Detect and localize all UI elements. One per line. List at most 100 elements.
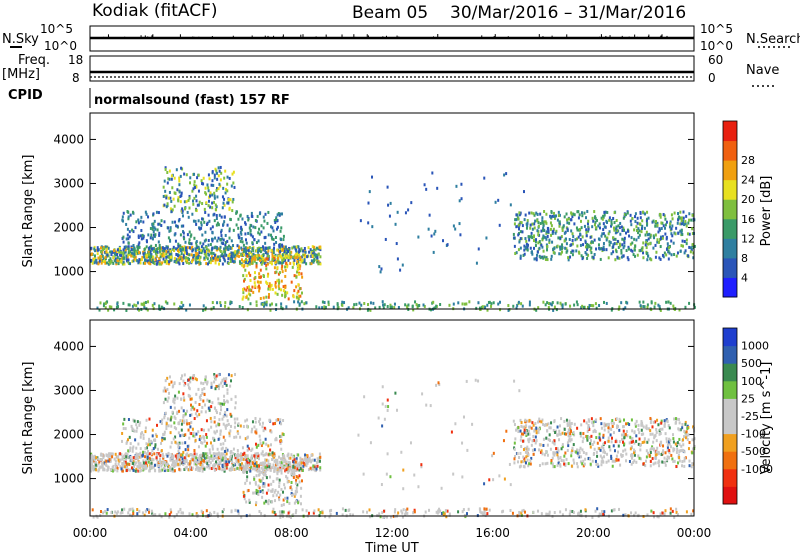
- data-cell: [532, 439, 534, 442]
- data-cell: [395, 223, 397, 226]
- data-cell: [298, 466, 300, 469]
- data-cell: [138, 424, 140, 427]
- data-cell: [656, 439, 658, 442]
- data-cell: [272, 288, 274, 291]
- data-cell: [222, 442, 224, 445]
- data-cell: [184, 200, 186, 203]
- data-cell: [581, 226, 583, 229]
- data-cell: [520, 465, 522, 468]
- data-cell: [566, 212, 568, 215]
- data-cell: [234, 418, 236, 421]
- data-cell: [94, 249, 96, 252]
- data-cell: [634, 245, 636, 248]
- data-cell: [154, 226, 156, 229]
- data-cell: [264, 466, 266, 469]
- data-cell: [281, 280, 283, 283]
- data-cell: [122, 236, 124, 239]
- data-cell: [212, 437, 214, 440]
- data-cell: [545, 236, 547, 239]
- data-cell: [278, 285, 280, 288]
- data-cell: [107, 468, 109, 471]
- data-cell: [552, 230, 554, 233]
- data-cell: [650, 308, 652, 311]
- data-cell: [254, 271, 256, 274]
- data-cell: [152, 222, 154, 225]
- data-cell: [148, 418, 150, 421]
- data-cell: [248, 464, 250, 467]
- data-cell: [672, 433, 674, 436]
- data-cell: [305, 262, 307, 265]
- data-cell: [258, 457, 260, 460]
- data-cell: [360, 219, 362, 222]
- data-cell: [105, 256, 107, 259]
- data-cell: [232, 260, 234, 263]
- data-cell: [497, 303, 499, 306]
- data-cell: [101, 262, 103, 265]
- data-cell: [105, 463, 107, 466]
- data-cell: [280, 457, 282, 460]
- data-cell: [644, 305, 646, 308]
- data-cell: [174, 381, 176, 384]
- data-cell: [461, 197, 463, 200]
- data-cell: [532, 228, 534, 231]
- data-cell: [520, 247, 522, 250]
- data-cell: [557, 219, 559, 222]
- data-cell: [118, 463, 120, 466]
- data-cell: [561, 251, 563, 254]
- data-cell: [149, 452, 151, 455]
- data-cell: [171, 178, 173, 181]
- data-cell: [148, 247, 150, 250]
- data-cell: [657, 230, 659, 233]
- data-cell: [180, 175, 182, 178]
- data-cell: [606, 238, 608, 241]
- data-cell: [367, 303, 369, 306]
- data-cell: [626, 302, 628, 305]
- data-cell: [523, 190, 525, 193]
- data-cell: [243, 495, 245, 498]
- data-cell: [371, 176, 373, 179]
- data-cell: [281, 504, 283, 507]
- data-cell: [163, 401, 165, 404]
- data-cell: [296, 475, 298, 478]
- data-cell: [517, 233, 519, 236]
- data-cell: [270, 430, 272, 433]
- data-cell: [196, 453, 198, 456]
- data-cell: [97, 252, 99, 255]
- data-cell: [586, 257, 588, 260]
- data-cell: [170, 406, 172, 409]
- data-cell: [578, 216, 580, 219]
- data-cell: [658, 461, 660, 464]
- data-cell: [197, 466, 199, 469]
- data-cell: [158, 211, 160, 214]
- data-cell: [617, 224, 619, 227]
- data-cell: [216, 189, 218, 192]
- data-cell: [317, 458, 319, 461]
- data-cell: [246, 274, 248, 277]
- data-cell: [162, 463, 164, 466]
- data-cell: [166, 171, 168, 174]
- data-cell: [265, 443, 267, 446]
- data-cell: [536, 257, 538, 260]
- data-cell: [150, 255, 152, 258]
- data-cell: [664, 461, 666, 464]
- data-cell: [280, 468, 282, 471]
- data-cell: [143, 252, 145, 255]
- data-cell: [134, 253, 136, 256]
- data-cell: [256, 489, 258, 492]
- data-cell: [522, 456, 524, 459]
- data-cell: [125, 455, 127, 458]
- data-cell: [226, 240, 228, 243]
- data-cell: [245, 261, 247, 264]
- data-cell: [122, 252, 124, 255]
- data-cell: [250, 457, 252, 460]
- data-cell: [644, 212, 646, 215]
- data-cell: [660, 432, 662, 435]
- data-cell: [653, 234, 655, 237]
- data-cell: [223, 247, 225, 250]
- data-cell: [633, 238, 635, 241]
- data-cell: [153, 452, 155, 455]
- data-cell: [181, 306, 183, 309]
- data-cell: [620, 301, 622, 304]
- data-cell: [195, 468, 197, 471]
- data-cell: [687, 438, 689, 441]
